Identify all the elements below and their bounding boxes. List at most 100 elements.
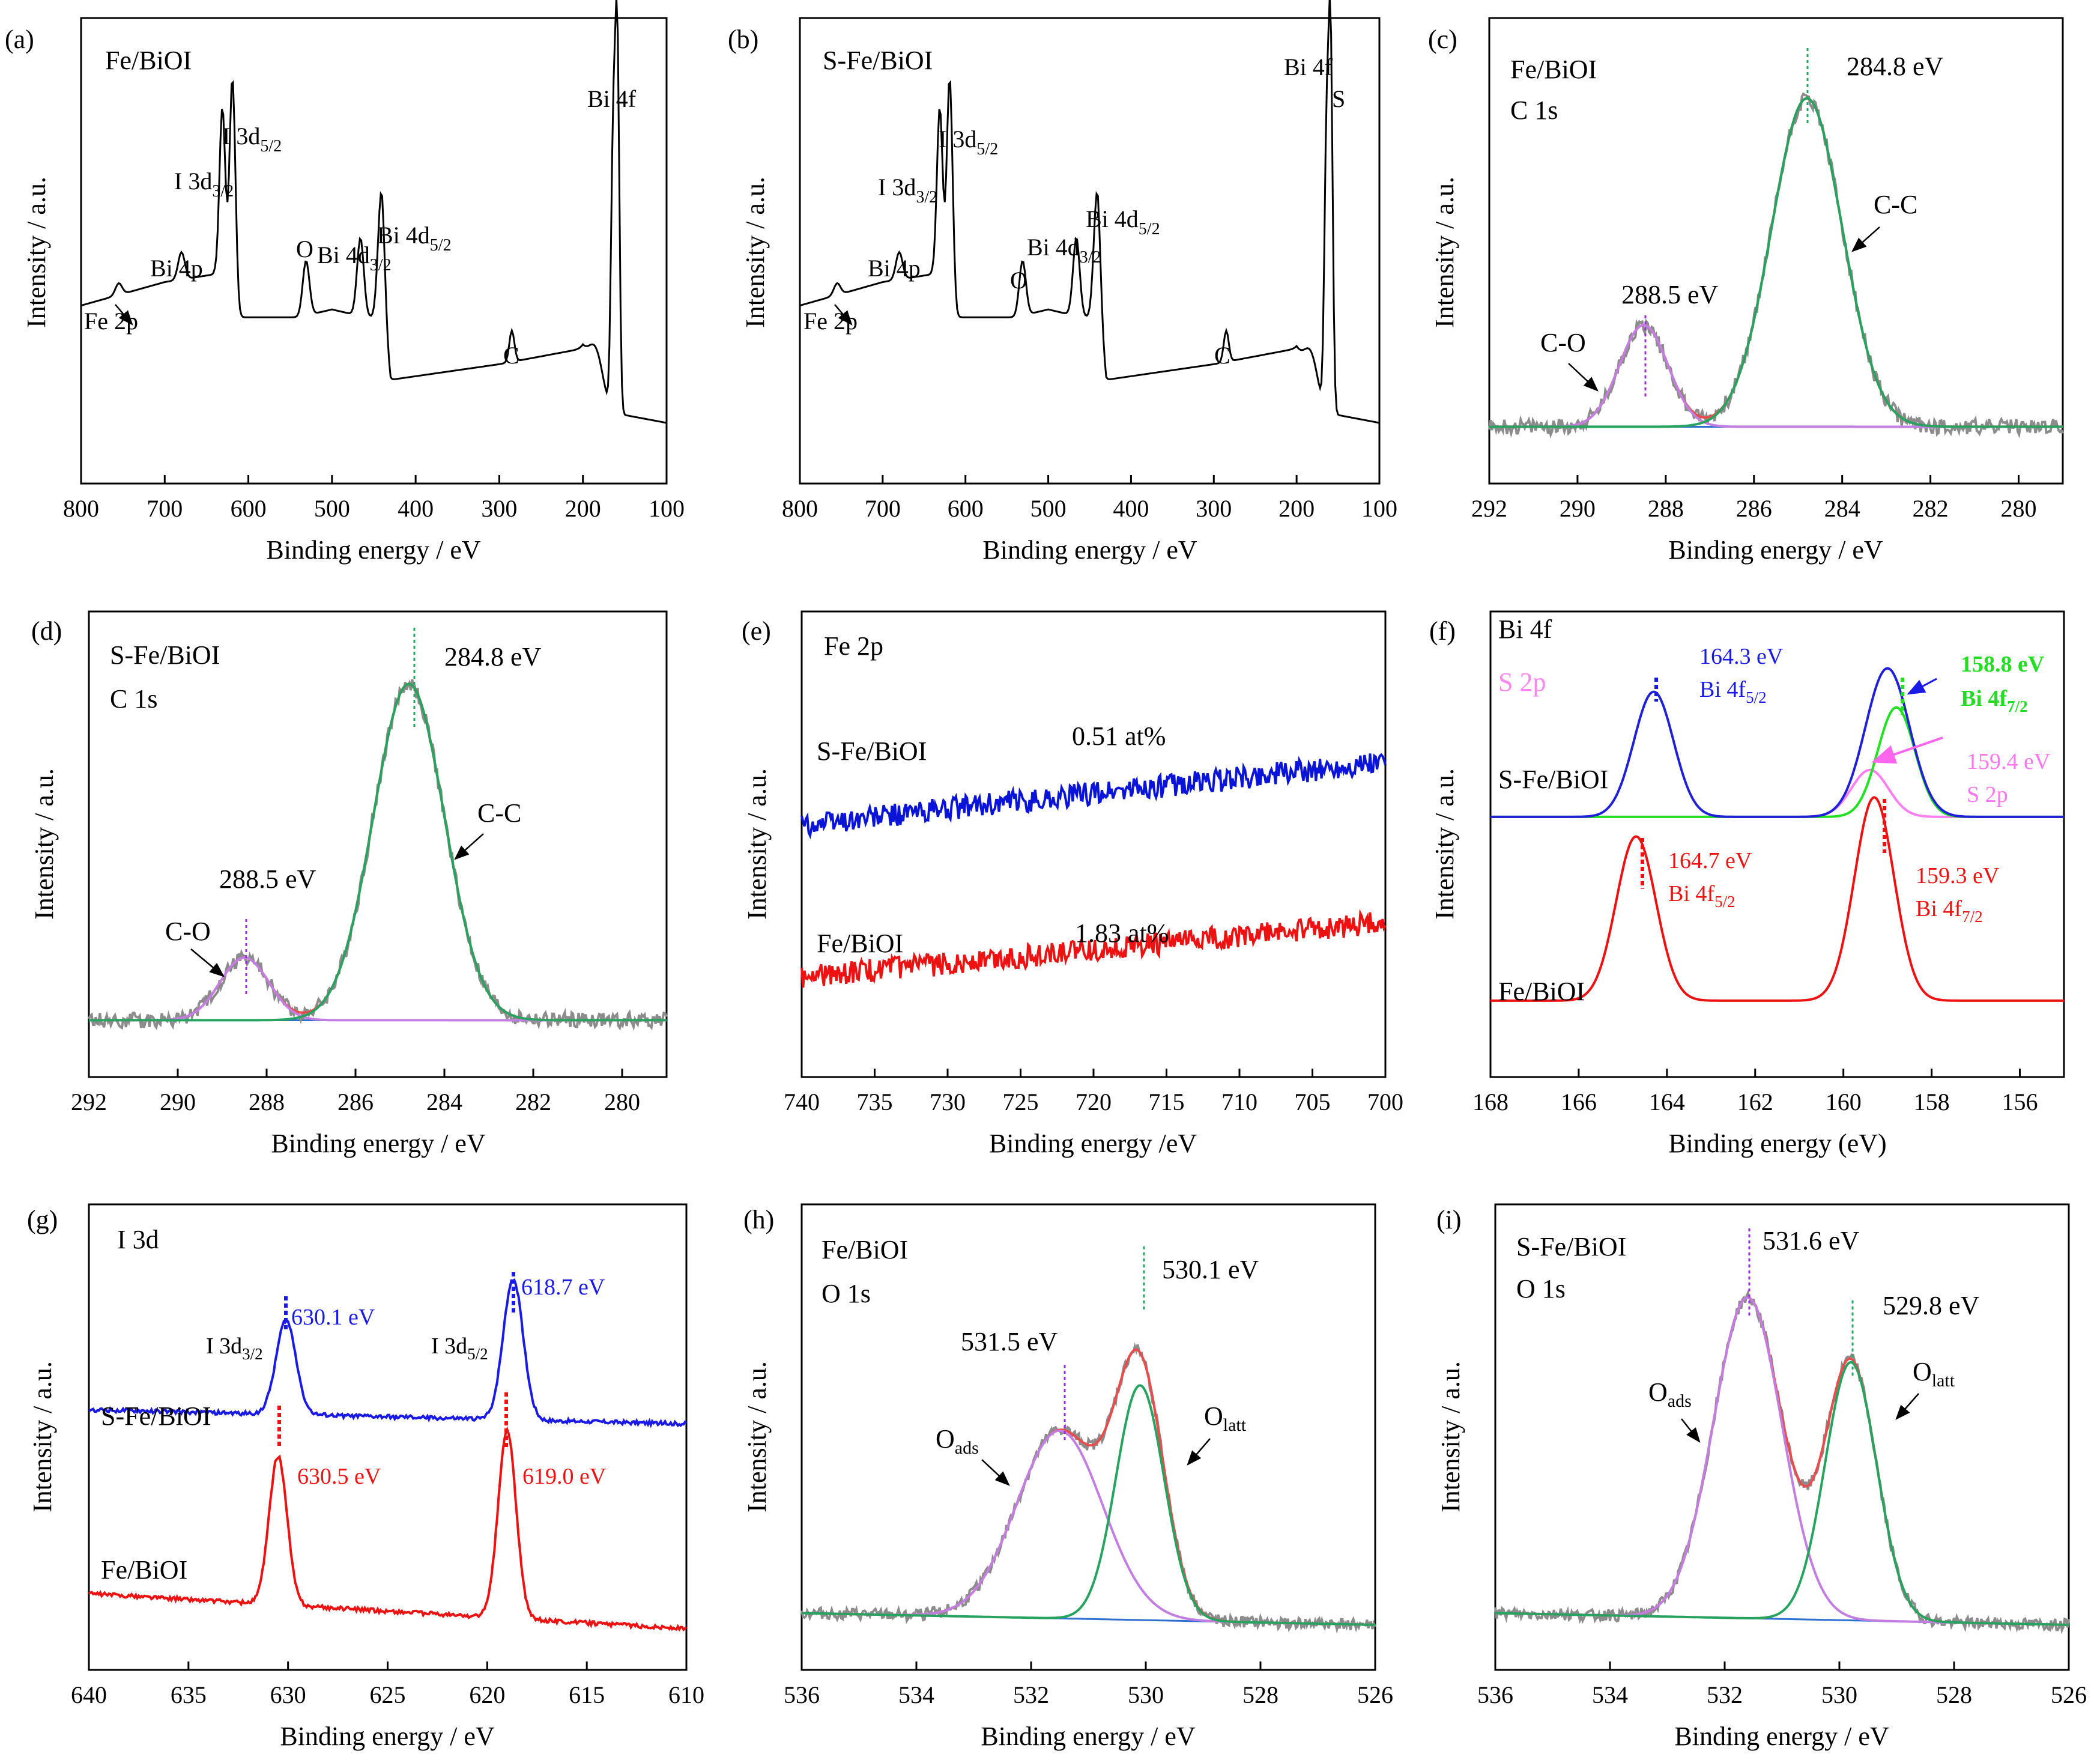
bi4d32-label: Bi 4d3/2 — [317, 241, 392, 275]
cc-label: C-C — [1874, 190, 1917, 219]
olatt-arrow — [1187, 1438, 1211, 1466]
fe2p-arrow — [115, 304, 133, 326]
x-tick-label: 280 — [604, 1088, 640, 1115]
y-axis-label: Intensity / a.u. — [29, 768, 59, 920]
y-axis-label: Intensity / a.u. — [742, 1361, 772, 1513]
x-tick-label: 720 — [1076, 1088, 1112, 1115]
x-tick-label: 735 — [857, 1088, 893, 1115]
raw-data-line — [1494, 1290, 2070, 1634]
i3d32-label: I 3d3/2 — [174, 168, 234, 201]
x-axis-label: Binding energy / eV — [280, 1722, 494, 1751]
x-ticks: 740 735 730 725 720 715 710 705 700 — [784, 1069, 1403, 1115]
x-tick-label: 292 — [1471, 495, 1507, 522]
panel-e: (e) 740 735 730 725 720 715 710 705 700 Binding … — [742, 610, 1403, 1158]
region-label: I 3d — [117, 1225, 159, 1254]
x-ticks: 292 290 288 286 284 282 280 — [71, 1069, 640, 1115]
x-tick-label: 164 — [1649, 1088, 1685, 1115]
x-tick-label: 625 — [370, 1681, 406, 1708]
s-bi52-label: Bi 4f5/2 — [1699, 677, 1767, 706]
region-label: C 1s — [110, 684, 157, 714]
x-tick-label: 800 — [63, 495, 99, 522]
x-axis-label: Binding energy /eV — [989, 1129, 1197, 1158]
x-tick-label: 620 — [469, 1681, 505, 1708]
x-tick-label: 536 — [784, 1681, 820, 1708]
peak1-label: 284.8 eV — [444, 642, 542, 672]
x-axis-label: Binding energy / eV — [1668, 535, 1883, 565]
o-label: O — [1010, 267, 1027, 294]
x-ticks: 800 700 600 500 400 300 200 100 — [63, 475, 685, 522]
x-tick-label: 730 — [930, 1088, 966, 1115]
s-bi52-ev-label: 164.3 eV — [1699, 644, 1784, 669]
i3d52-label: I 3d5/2 — [222, 123, 282, 156]
panel-b: (b) 800 700 600 500 400 300 200 100 Binding ene… — [728, 0, 1397, 565]
x-tick-label: 534 — [1592, 1681, 1628, 1708]
co-label: C-O — [1540, 328, 1586, 357]
peak2-label: 288.5 eV — [1621, 280, 1719, 309]
x-tick-label: 615 — [569, 1681, 605, 1708]
p2-label: 530.1 eV — [1162, 1255, 1259, 1284]
y-axis-label: Intensity / a.u. — [1430, 768, 1459, 920]
x-tick-label: 700 — [865, 495, 901, 522]
panel-letter: (e) — [742, 616, 771, 646]
x-tick-label: 526 — [2051, 1681, 2087, 1708]
o-label: O — [296, 235, 313, 262]
x-tick-label: 162 — [1737, 1088, 1773, 1115]
x-ticks: 536 534 532 530 528 526 — [1477, 1661, 2087, 1708]
fe2p-arrow — [834, 304, 853, 326]
f-bi72-label: Bi 4f7/2 — [1916, 896, 1983, 926]
p1-label: 531.6 eV — [1763, 1226, 1860, 1255]
co-label: C-O — [165, 917, 211, 946]
x-tick-label: 635 — [171, 1681, 207, 1708]
s-p2-label: 618.7 eV — [521, 1275, 605, 1300]
fe-bioi-label: Fe/BiOI — [101, 1555, 187, 1585]
fe-bioi-line — [1490, 796, 2064, 1002]
y-axis-label: Intensity / a.u. — [22, 177, 51, 328]
x-tick-label: 282 — [515, 1088, 551, 1115]
oads-label: Oads — [936, 1424, 979, 1458]
x-ticks: 536 534 532 530 528 526 — [784, 1661, 1393, 1708]
s2p-arrow — [1871, 736, 1943, 764]
panel-letter: (d) — [31, 616, 62, 646]
region-label: O 1s — [822, 1279, 871, 1308]
x-tick-label: 100 — [1361, 495, 1397, 522]
olatt-component-line — [801, 1384, 1376, 1626]
bi4d32-label: Bi 4d3/2 — [1027, 234, 1101, 267]
x-tick-label: 400 — [1113, 495, 1149, 522]
x-tick-label: 280 — [2001, 495, 2037, 522]
x-tick-label: 168 — [1472, 1088, 1508, 1115]
x-tick-label: 534 — [898, 1681, 934, 1708]
x-tick-label: 500 — [1030, 495, 1067, 522]
f-bi52-label: Bi 4f5/2 — [1668, 881, 1735, 911]
x-tick-label: 290 — [160, 1088, 196, 1115]
panel-letter: (a) — [5, 25, 34, 54]
x-tick-label: 300 — [1196, 495, 1232, 522]
i3d32-label: I 3d3/2 — [206, 1334, 263, 1363]
x-tick-label: 700 — [147, 495, 183, 522]
sample-label: Fe/BiOI — [822, 1235, 908, 1264]
x-ticks: 800 700 600 500 400 300 200 100 — [782, 475, 1397, 522]
oads-arrow — [1681, 1418, 1701, 1443]
co-arrow — [1568, 363, 1599, 392]
co-arrow — [190, 948, 225, 977]
f-bi52-ev-label: 164.7 eV — [1668, 848, 1752, 873]
fe-bioi-label: Fe/BiOI — [1498, 977, 1585, 1006]
cc-component-line — [1489, 97, 2063, 428]
x-tick-label: 640 — [71, 1681, 107, 1708]
x-tick-label: 288 — [1648, 495, 1684, 522]
f-p1-label: 630.5 eV — [297, 1464, 381, 1489]
olatt-label: Olatt — [1913, 1357, 1955, 1391]
x-tick-label: 530 — [1128, 1681, 1164, 1708]
fe-bioi-line — [88, 1426, 687, 1632]
s2p-label: S 2p — [1967, 782, 2008, 807]
y-axis-label: Intensity / a.u. — [28, 1361, 57, 1513]
olatt-component-line — [1495, 1361, 2069, 1626]
region-label: C 1s — [1510, 96, 1558, 125]
plot-frame — [1494, 1203, 2070, 1671]
s-fe-bioi-value: 0.51 at% — [1072, 721, 1166, 751]
x-axis-label: Binding energy / eV — [1674, 1722, 1889, 1751]
fe-bioi-line — [800, 909, 1387, 988]
p1-label: 531.5 eV — [961, 1327, 1058, 1356]
x-tick-label: 536 — [1477, 1681, 1513, 1708]
x-axis-label: Binding energy / eV — [981, 1722, 1195, 1751]
panel-letter: (f) — [1429, 616, 1456, 646]
